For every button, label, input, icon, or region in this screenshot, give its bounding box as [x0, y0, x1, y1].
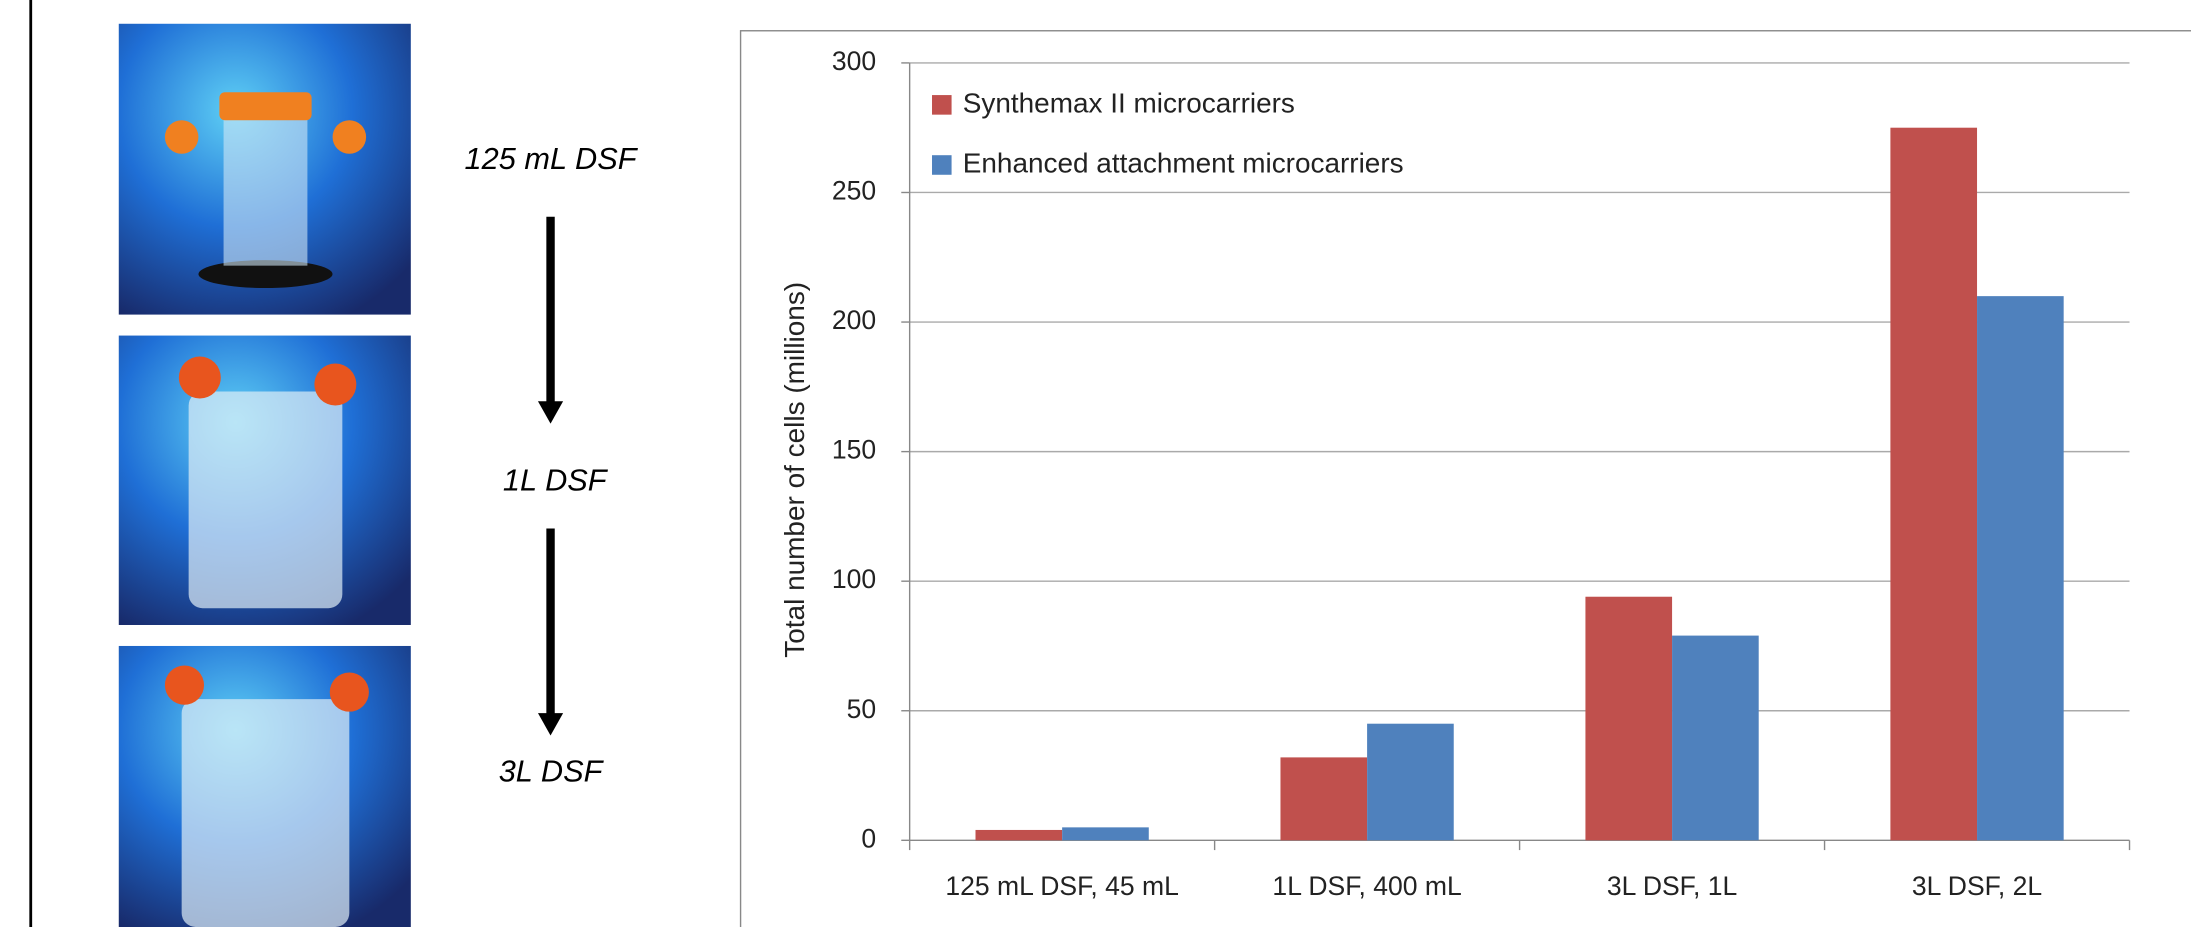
stage-label: 1L DSF [503, 462, 609, 497]
photo [118, 335, 411, 625]
legend-label: Synthemax II microcarriers [963, 87, 1295, 118]
y-tick-label: 250 [832, 175, 876, 205]
bar [1977, 296, 2064, 841]
arrow [537, 216, 564, 736]
y-tick-label: 50 [847, 694, 877, 724]
bar [1367, 723, 1454, 841]
x-tick-label: 1L DSF, 400 mL [1272, 871, 1461, 901]
bar [1062, 827, 1149, 841]
plot: 0 50 100 150 200 250 300 125 mL DSF, 45 mL 1L DS… [832, 46, 2131, 901]
x-tick-label: 3L DSF, 1L [1607, 871, 1737, 901]
bar [1585, 596, 1673, 841]
bar [1672, 635, 1759, 841]
y-axis-label: Total number of cells (millions) [779, 282, 810, 658]
y-tick-label: 200 [832, 305, 876, 335]
x-tick-label: 3L DSF, 2L [1912, 871, 2042, 901]
photo [118, 23, 411, 315]
bar [1280, 757, 1368, 841]
y-tick-label: 100 [832, 564, 876, 594]
bar [975, 829, 1063, 841]
y-tick-label: 0 [861, 823, 876, 853]
stage-label: 125 mL DSF [465, 141, 639, 176]
y-tick-label: 300 [832, 46, 876, 76]
legend-label: Enhanced attachment microcarriers [963, 147, 1404, 178]
x-tick-label: 125 mL DSF, 45 mL [945, 871, 1179, 901]
photo [118, 645, 411, 927]
legend-swatch [932, 155, 952, 175]
bar [1890, 127, 1978, 841]
y-tick-label: 150 [832, 435, 876, 465]
stage-label: 3L DSF [499, 753, 605, 788]
legend-swatch [932, 95, 952, 115]
